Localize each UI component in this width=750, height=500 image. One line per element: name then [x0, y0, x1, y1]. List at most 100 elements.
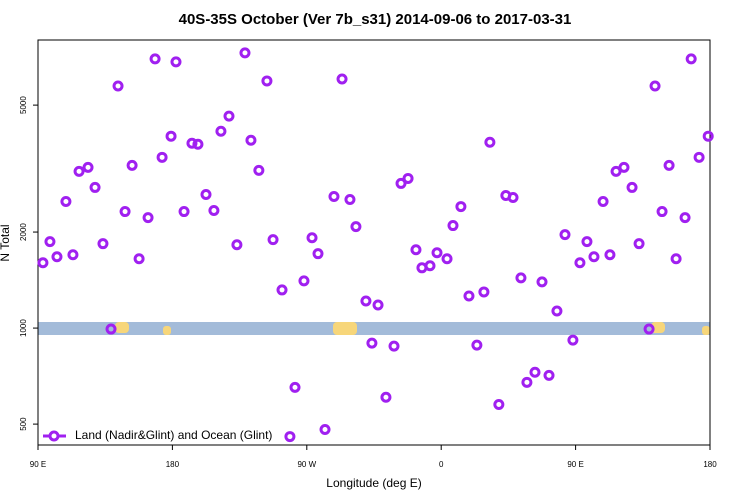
point	[231, 239, 243, 251]
point	[215, 125, 227, 137]
x-tick-label: 90 W	[297, 460, 316, 469]
point	[312, 248, 324, 260]
y-tick-label: 1000	[19, 319, 28, 337]
point	[366, 337, 378, 349]
point	[471, 339, 483, 351]
point	[521, 376, 533, 388]
point	[360, 295, 372, 307]
point	[431, 247, 443, 259]
point	[67, 249, 79, 261]
point	[441, 253, 453, 265]
point	[82, 161, 94, 173]
point	[306, 232, 318, 244]
point	[529, 366, 541, 378]
point	[493, 399, 505, 411]
point	[89, 181, 101, 193]
point	[633, 238, 645, 250]
legend-label: Land (Nadir&Glint) and Ocean (Glint)	[75, 428, 272, 442]
point	[200, 188, 212, 200]
point	[245, 134, 257, 146]
point	[142, 212, 154, 224]
point	[656, 206, 668, 218]
point	[73, 165, 85, 177]
y-tick-label: 2000	[19, 223, 28, 241]
point	[328, 191, 340, 203]
point	[267, 234, 279, 246]
point	[702, 130, 714, 142]
point	[298, 275, 310, 287]
point	[610, 165, 622, 177]
point	[559, 229, 571, 241]
point	[447, 220, 459, 232]
point	[410, 244, 422, 256]
y-axis-label: N Total	[0, 224, 12, 261]
point	[239, 47, 251, 59]
point	[663, 159, 675, 171]
x-tick-label: 0	[439, 460, 444, 469]
point	[344, 194, 356, 206]
point	[149, 53, 161, 65]
point	[685, 53, 697, 65]
point	[119, 206, 131, 218]
x-tick-label: 90 E	[30, 460, 46, 469]
point	[643, 323, 655, 335]
chart-title: 40S-35S October (Ver 7b_s31) 2014-09-06 …	[179, 11, 572, 28]
point	[507, 191, 519, 203]
point	[112, 80, 124, 92]
point	[37, 257, 49, 269]
point	[60, 196, 72, 208]
legend-marker	[48, 430, 60, 442]
point	[478, 286, 490, 298]
point	[679, 212, 691, 224]
point	[165, 130, 177, 142]
point	[551, 305, 563, 317]
map-strip	[38, 322, 710, 335]
point	[455, 201, 467, 213]
point	[693, 151, 705, 163]
point	[208, 205, 220, 217]
point	[618, 161, 630, 173]
x-tick-label: 180	[703, 460, 717, 469]
point	[395, 177, 407, 189]
point	[126, 159, 138, 171]
point	[350, 221, 362, 233]
point	[223, 110, 235, 122]
point	[336, 73, 348, 85]
point	[133, 253, 145, 265]
point	[424, 260, 436, 272]
point	[574, 257, 586, 269]
point	[372, 299, 384, 311]
point	[567, 334, 579, 346]
point	[284, 431, 296, 443]
point	[670, 253, 682, 265]
point	[51, 251, 63, 263]
point	[178, 206, 190, 218]
point	[156, 151, 168, 163]
point	[588, 251, 600, 263]
point	[192, 138, 204, 150]
point	[253, 164, 265, 176]
point	[261, 75, 273, 87]
point	[581, 236, 593, 248]
point	[319, 423, 331, 435]
x-tick-label: 90 E	[567, 460, 583, 469]
plot-frame	[37, 39, 711, 446]
point	[543, 369, 555, 381]
point	[604, 249, 616, 261]
y-tick-label: 5000	[19, 96, 28, 114]
point	[536, 276, 548, 288]
point	[597, 196, 609, 208]
point	[402, 172, 414, 184]
x-axis-label: Longitude (deg E)	[326, 476, 421, 490]
point	[105, 323, 117, 335]
point	[649, 80, 661, 92]
x-tick-label: 180	[166, 460, 180, 469]
point	[484, 136, 496, 148]
point	[388, 340, 400, 352]
point	[170, 56, 182, 68]
point	[626, 181, 638, 193]
point	[289, 381, 301, 393]
point	[44, 236, 56, 248]
point	[186, 137, 198, 149]
